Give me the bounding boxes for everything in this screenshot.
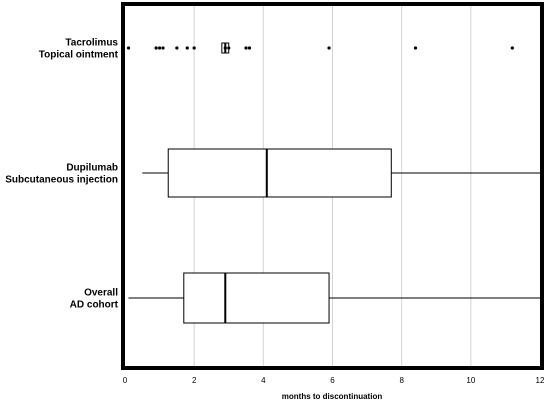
outlier-point-8 [227, 46, 231, 50]
category-label-0-line-0: Tacrolimus [65, 38, 118, 49]
tick-label-6: 6 [330, 376, 335, 385]
tick-label-4: 4 [261, 376, 266, 385]
outlier-point-2 [157, 46, 162, 50]
outlier-point-0 [126, 46, 131, 50]
box-group-2 [128, 272, 540, 324]
outlier-point-7 [223, 46, 227, 50]
tick-label-8: 8 [399, 376, 404, 385]
box-plot-marks [126, 42, 540, 324]
category-label-0-line-1: Topical ointment [39, 50, 119, 61]
box-iqr [167, 148, 392, 198]
outlier-point-6 [192, 46, 196, 50]
outlier-point-4 [175, 46, 179, 50]
tick-label-2: 2 [192, 376, 197, 385]
box-iqr [183, 272, 330, 324]
outlier-point-12 [413, 46, 418, 50]
box-group-1 [142, 148, 540, 198]
tick-label-10: 10 [466, 376, 475, 385]
category-label-1-line-0: Dupilumab [66, 163, 118, 174]
outlier-point-10 [247, 46, 252, 50]
tick-label-0: 0 [123, 376, 128, 385]
tick-label-12: 12 [536, 376, 545, 385]
outlier-point-9 [244, 46, 248, 50]
outlier-point-3 [161, 46, 165, 50]
category-label-2-line-0: Overall [84, 288, 118, 299]
outlier-point-1 [154, 46, 158, 50]
outlier-point-11 [327, 46, 331, 50]
outlier-point-13 [510, 46, 514, 50]
x-axis-ticks: 0 2 4 6 8 10 12 [123, 376, 545, 385]
plot-frame [121, 2, 544, 370]
x-axis-label: months to discontinuation [282, 392, 383, 401]
category-label-1-line-1: Subcutaneous injection [5, 175, 118, 186]
outlier-point-5 [185, 46, 189, 50]
category-label-2-line-1: AD cohort [70, 300, 119, 311]
box-group-0 [126, 42, 514, 54]
